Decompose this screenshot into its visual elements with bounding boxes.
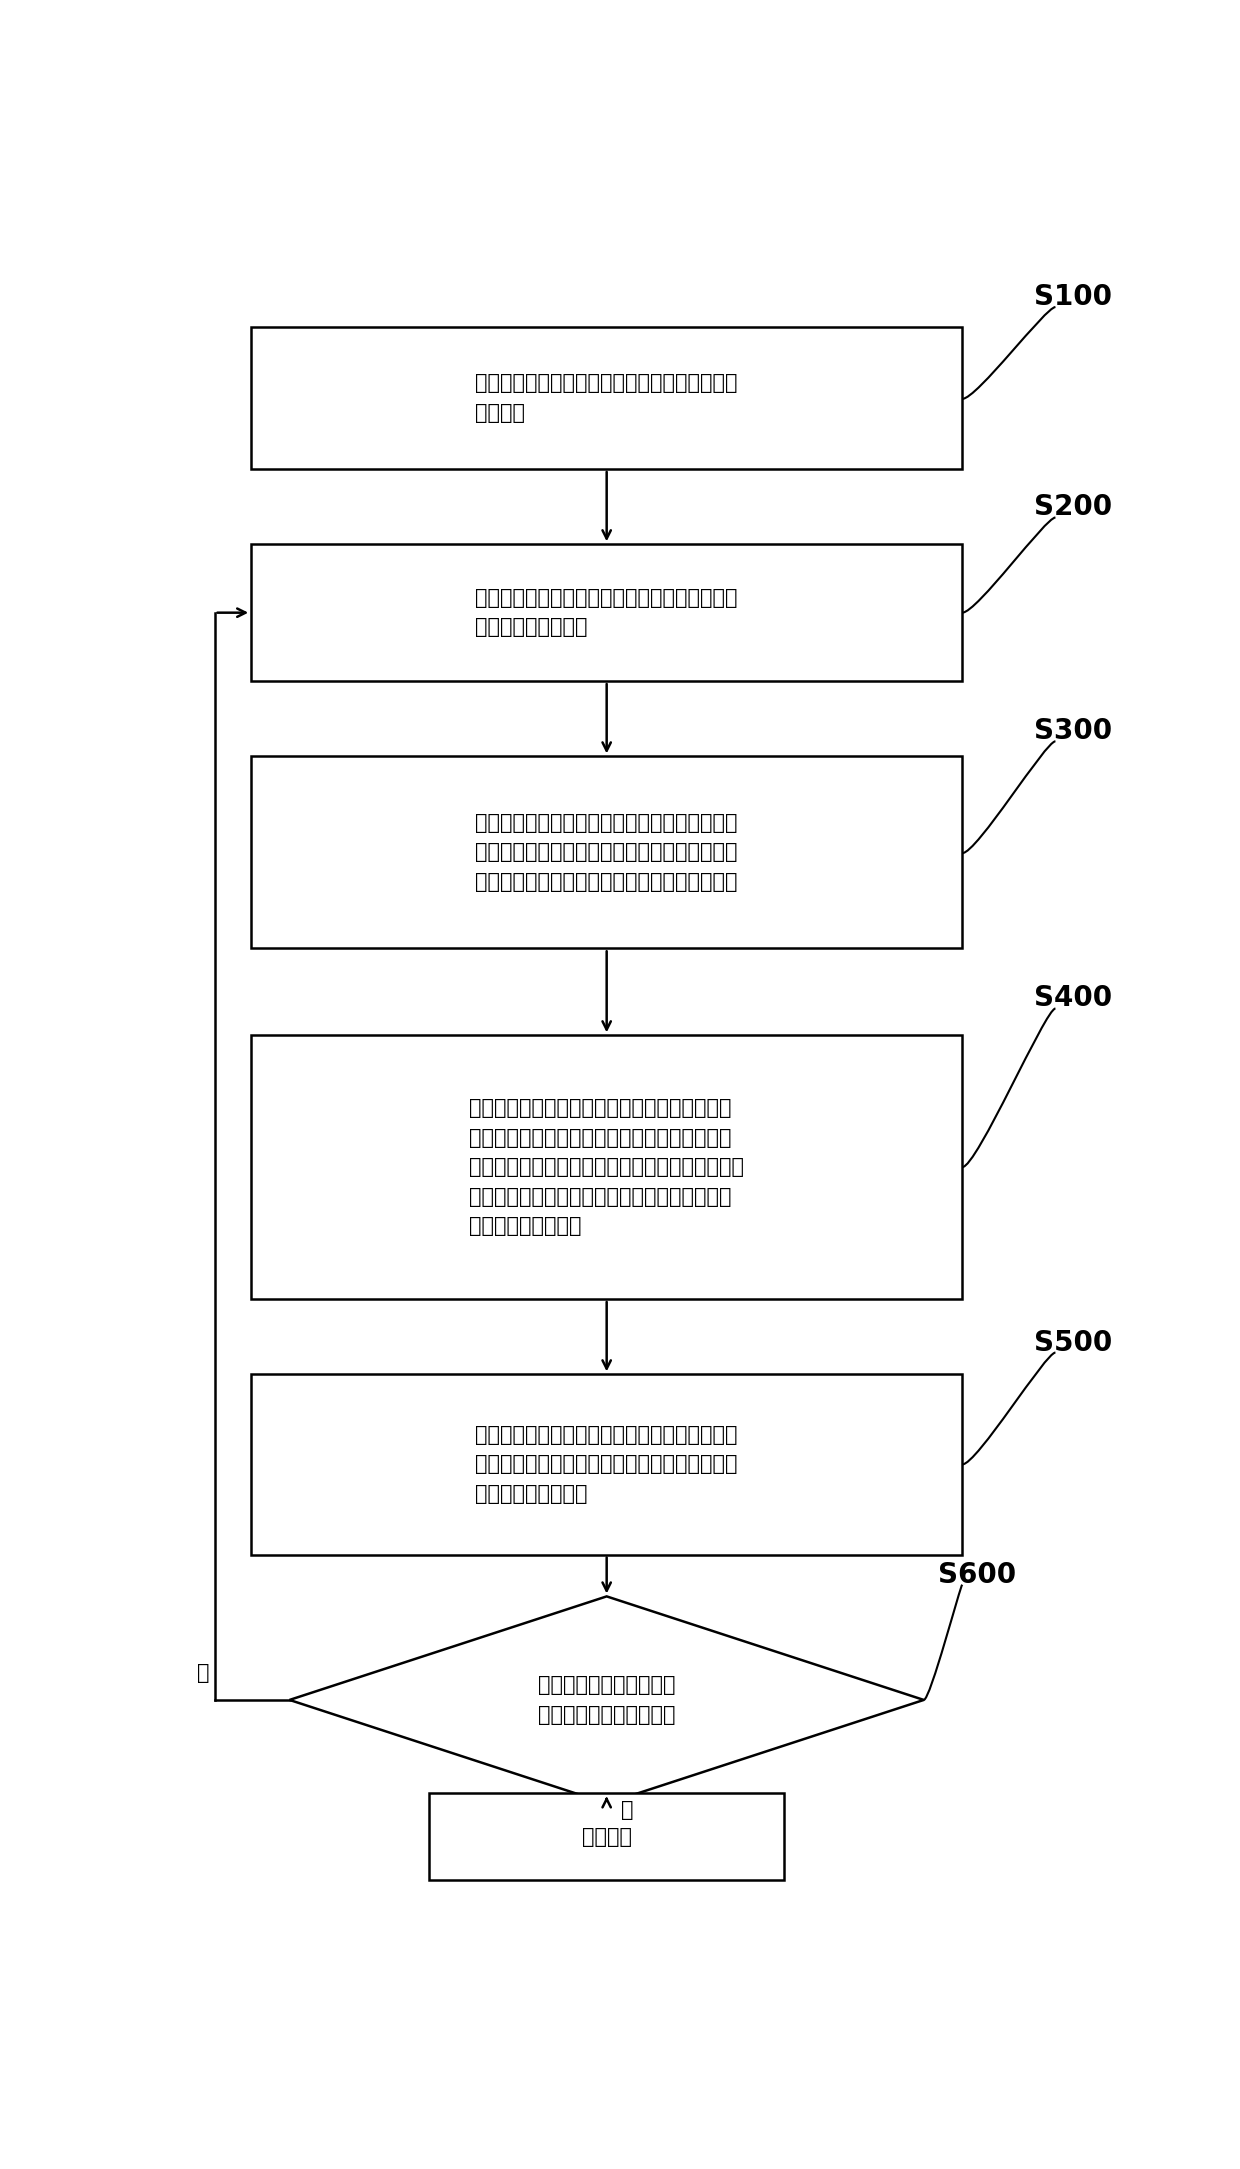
Bar: [250, 544, 962, 681]
Text: S400: S400: [1034, 985, 1112, 1013]
Text: 否: 否: [197, 1664, 210, 1683]
Polygon shape: [289, 1596, 924, 1802]
Bar: [429, 1794, 785, 1881]
Text: 按照违例值从大到小排序，选取最大违例值对应
路径为目标修复路径: 按照违例值从大到小排序，选取最大违例值对应 路径为目标修复路径: [475, 588, 738, 638]
Text: 是: 是: [621, 1800, 634, 1820]
Text: 抓取前述目标修复路径的数据路径上所有的基本
单元和其对应的延时值，按照延时值进行排序，
根据排序依次选取其中的基本单元作为目标单元: 抓取前述目标修复路径的数据路径上所有的基本 单元和其对应的延时值，按照延时值进行…: [475, 813, 738, 891]
Text: S500: S500: [1034, 1330, 1112, 1356]
Text: 芯片布局布线后，进行时序分析获取所有时序违
例的路径: 芯片布局布线后，进行时序分析获取所有时序违 例的路径: [475, 373, 738, 423]
Text: S200: S200: [1034, 495, 1112, 521]
Text: 判断前述目标修复路径的违例是建立时间违例还
是保持时间违例并分别修复；修复时，基于不影
响其他时序路径的规则对目标单元进行依次替换，
直至时序收敛或者所有目标单: 判断前述目标修复路径的违例是建立时间违例还 是保持时间违例并分别修复；修复时，基…: [469, 1098, 744, 1236]
Text: 验证上述操作后的时序分
析结果是否满足时序要求: 验证上述操作后的时序分 析结果是否满足时序要求: [538, 1674, 676, 1724]
Text: S600: S600: [937, 1562, 1016, 1588]
Bar: [250, 1035, 962, 1299]
Bar: [250, 1375, 962, 1555]
Bar: [250, 328, 962, 469]
Text: S100: S100: [1034, 282, 1112, 310]
Text: S300: S300: [1034, 718, 1112, 746]
Bar: [250, 757, 962, 948]
Text: 结束修复: 结束修复: [582, 1826, 631, 1846]
Text: 将前述修复操作转换为布局布线工具能够识别的
操作命令，并基于此版布局布线数据在布局布线
工具上执行上述操作: 将前述修复操作转换为布局布线工具能够识别的 操作命令，并基于此版布局布线数据在布…: [475, 1425, 738, 1503]
